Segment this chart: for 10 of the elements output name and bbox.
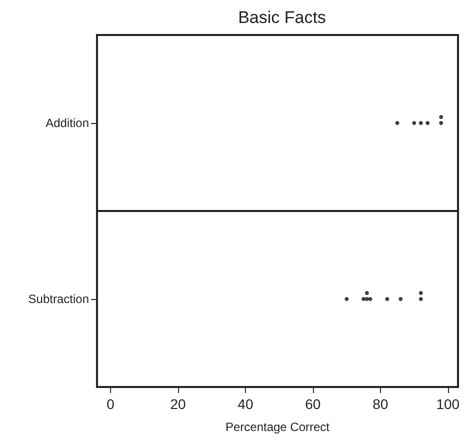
- x-axis-title: Percentage Correct: [225, 420, 330, 434]
- x-tick-label: 20: [170, 396, 186, 412]
- x-tick-label: 100: [436, 396, 460, 412]
- chart-title: Basic Facts: [238, 8, 326, 27]
- x-tick-label: 40: [238, 396, 254, 412]
- y-tick-label: Addition: [46, 116, 89, 130]
- x-tick-label: 80: [372, 396, 388, 412]
- x-tick-label: 0: [106, 396, 115, 412]
- y-tick-label: Subtraction: [28, 292, 89, 306]
- x-tick-label: 60: [305, 396, 321, 412]
